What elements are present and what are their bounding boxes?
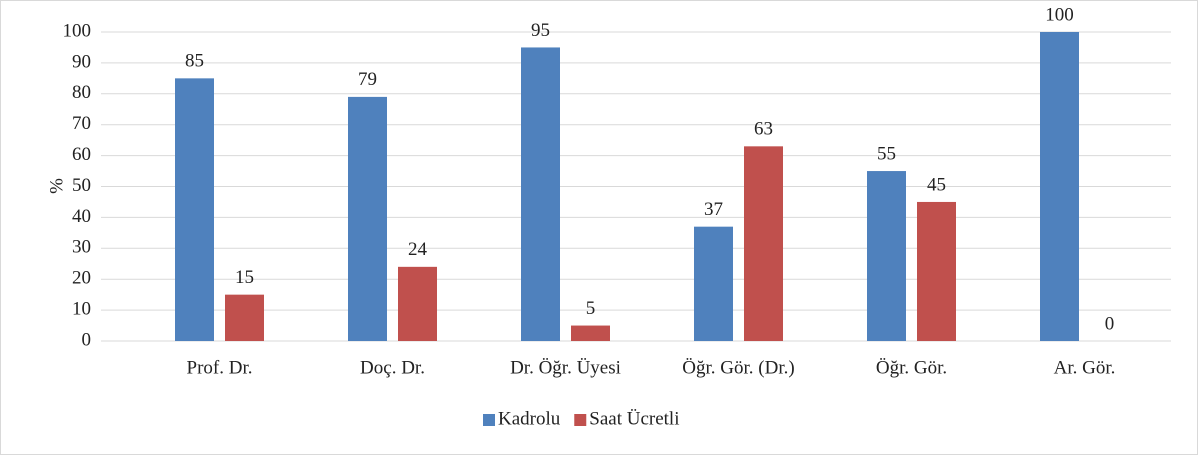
data-label: 5	[586, 298, 596, 319]
y-tick-label: 70	[72, 113, 91, 134]
bar	[348, 96, 387, 341]
y-tick-label: 0	[82, 329, 92, 350]
y-axis-label: %	[46, 178, 67, 194]
x-tick-label: Doç. Dr.	[360, 357, 425, 378]
y-tick-label: 10	[72, 298, 91, 319]
y-tick-label: 50	[72, 175, 91, 196]
data-label: 55	[877, 143, 896, 164]
y-tick-label: 100	[63, 20, 92, 41]
bar	[571, 325, 610, 341]
x-tick-label: Ar. Gör.	[1054, 357, 1116, 378]
data-label: 63	[754, 119, 773, 140]
data-label: 95	[531, 20, 550, 41]
x-tick-label: Prof. Dr.	[187, 357, 253, 378]
y-tick-label: 20	[72, 268, 91, 289]
y-tick-label: 80	[72, 82, 91, 103]
data-label: 45	[927, 174, 946, 195]
bar	[917, 201, 956, 341]
legend-swatch	[574, 414, 587, 426]
data-label: 85	[185, 51, 204, 72]
y-tick-label: 90	[72, 51, 91, 72]
data-label: 100	[1045, 4, 1074, 25]
data-label: 0	[1105, 313, 1115, 334]
legend-swatch	[483, 414, 495, 426]
bar	[744, 146, 783, 341]
legend-label: Kadrolu	[498, 408, 561, 429]
x-tick-label: Öğr. Gör.	[876, 357, 947, 378]
bar	[175, 78, 214, 341]
bar	[1040, 32, 1079, 341]
bar	[694, 226, 733, 341]
y-tick-label: 30	[72, 237, 91, 258]
x-tick-label: Dr. Öğr. Üyesi	[510, 357, 621, 378]
data-label: 24	[408, 239, 428, 260]
data-label: 37	[704, 199, 723, 220]
bar	[225, 294, 264, 341]
bar	[398, 266, 437, 341]
y-tick-label: 40	[72, 206, 91, 227]
data-label: 15	[235, 267, 254, 288]
data-label: 79	[358, 69, 377, 90]
x-tick-label: Öğr. Gör. (Dr.)	[682, 357, 794, 378]
bar	[521, 47, 560, 341]
y-tick-label: 60	[72, 144, 91, 165]
bar	[867, 171, 906, 341]
legend-label: Saat Ücretli	[589, 408, 679, 429]
